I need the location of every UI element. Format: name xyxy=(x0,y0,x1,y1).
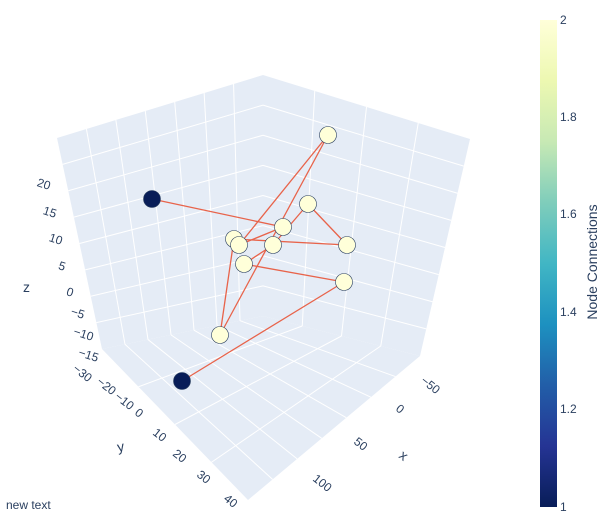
network-edges xyxy=(151,134,348,382)
gridline xyxy=(262,285,427,330)
z-tick-label: −15 xyxy=(77,345,101,365)
y-tick-label: 10 xyxy=(150,425,169,444)
colorbar: 1 1.2 1.4 1.6 1.8 2 Node Connections xyxy=(540,13,600,514)
x-tick-label: 100 xyxy=(310,471,335,495)
y-tick-label: 20 xyxy=(170,446,189,465)
network-edge xyxy=(219,238,235,336)
left-wall-gridlines xyxy=(62,83,264,345)
z-axis-title: z xyxy=(23,279,30,295)
gridline xyxy=(211,345,382,463)
gridline xyxy=(262,104,464,167)
gridline xyxy=(73,164,264,218)
network-node[interactable] xyxy=(299,195,317,213)
network-node[interactable] xyxy=(230,236,248,254)
z-axis: −15 −10 −5 0 5 10 15 20 z xyxy=(23,175,101,365)
network-node[interactable] xyxy=(173,372,191,390)
x-tick-label: 0 xyxy=(393,401,407,416)
scene-floor xyxy=(102,316,420,500)
network-edge xyxy=(181,281,345,382)
z-tick-label: −5 xyxy=(69,304,87,322)
z-tick-label: 15 xyxy=(41,203,58,221)
y-tick-label: 30 xyxy=(194,467,213,486)
y-tick-label: −30 xyxy=(70,361,95,385)
network-node[interactable] xyxy=(211,326,229,344)
y-tick-label: 40 xyxy=(221,491,240,510)
gridline xyxy=(96,285,264,324)
network-edge xyxy=(219,134,329,336)
gridline xyxy=(262,134,458,194)
z-tick-label: 20 xyxy=(35,175,52,193)
colorbar-tick-label: 2 xyxy=(560,13,567,27)
scene-back-left-wall xyxy=(57,75,263,349)
network-edge xyxy=(243,263,345,283)
gridline xyxy=(68,134,264,192)
z-tick-label: 10 xyxy=(47,230,64,248)
z-tick-label: 0 xyxy=(65,284,76,299)
z-tick-label: −10 xyxy=(72,324,96,344)
network-edge xyxy=(307,203,348,246)
colorbar-tick-label: 1.2 xyxy=(560,402,577,416)
network-node[interactable] xyxy=(319,126,337,144)
x-tick-label: −50 xyxy=(418,373,443,397)
gridline xyxy=(174,335,342,425)
y-tick-label: 0 xyxy=(132,405,146,420)
network-node[interactable] xyxy=(338,236,356,254)
y-tick-label: −10 xyxy=(112,389,137,413)
colorbar-title: Node Connections xyxy=(584,204,600,319)
y-tick-label: −20 xyxy=(94,374,119,398)
network-node[interactable] xyxy=(235,255,253,273)
gridline xyxy=(262,195,446,248)
network-node[interactable] xyxy=(274,218,292,236)
y-axis-title: y xyxy=(116,438,126,455)
floor-gridlines xyxy=(124,320,396,480)
gridline xyxy=(90,255,264,297)
colorbar-tick-label: 1.4 xyxy=(560,305,577,319)
network-nodes[interactable] xyxy=(143,126,356,390)
network-node[interactable] xyxy=(143,190,161,208)
network-edge xyxy=(238,134,329,246)
gridline xyxy=(262,164,452,221)
network-edge xyxy=(151,198,284,228)
network-node[interactable] xyxy=(335,273,353,291)
colorbar-tick-label: 1.6 xyxy=(560,207,577,221)
z-tick-label: 5 xyxy=(57,258,68,273)
scene-box xyxy=(57,75,470,500)
gridline xyxy=(79,195,264,244)
scene-back-right-wall xyxy=(263,75,470,356)
x-tick-label: 50 xyxy=(351,434,370,453)
gridline xyxy=(138,325,303,388)
colorbar-gradient xyxy=(540,20,557,507)
network-edge xyxy=(233,238,348,246)
colorbar-tick-label: 1 xyxy=(560,500,567,514)
x-axis-title: x xyxy=(396,447,411,464)
network-node[interactable] xyxy=(264,236,282,254)
colorbar-tick-label: 1.8 xyxy=(560,110,577,124)
gridline xyxy=(62,104,264,165)
annotation-text: new text xyxy=(6,498,51,512)
